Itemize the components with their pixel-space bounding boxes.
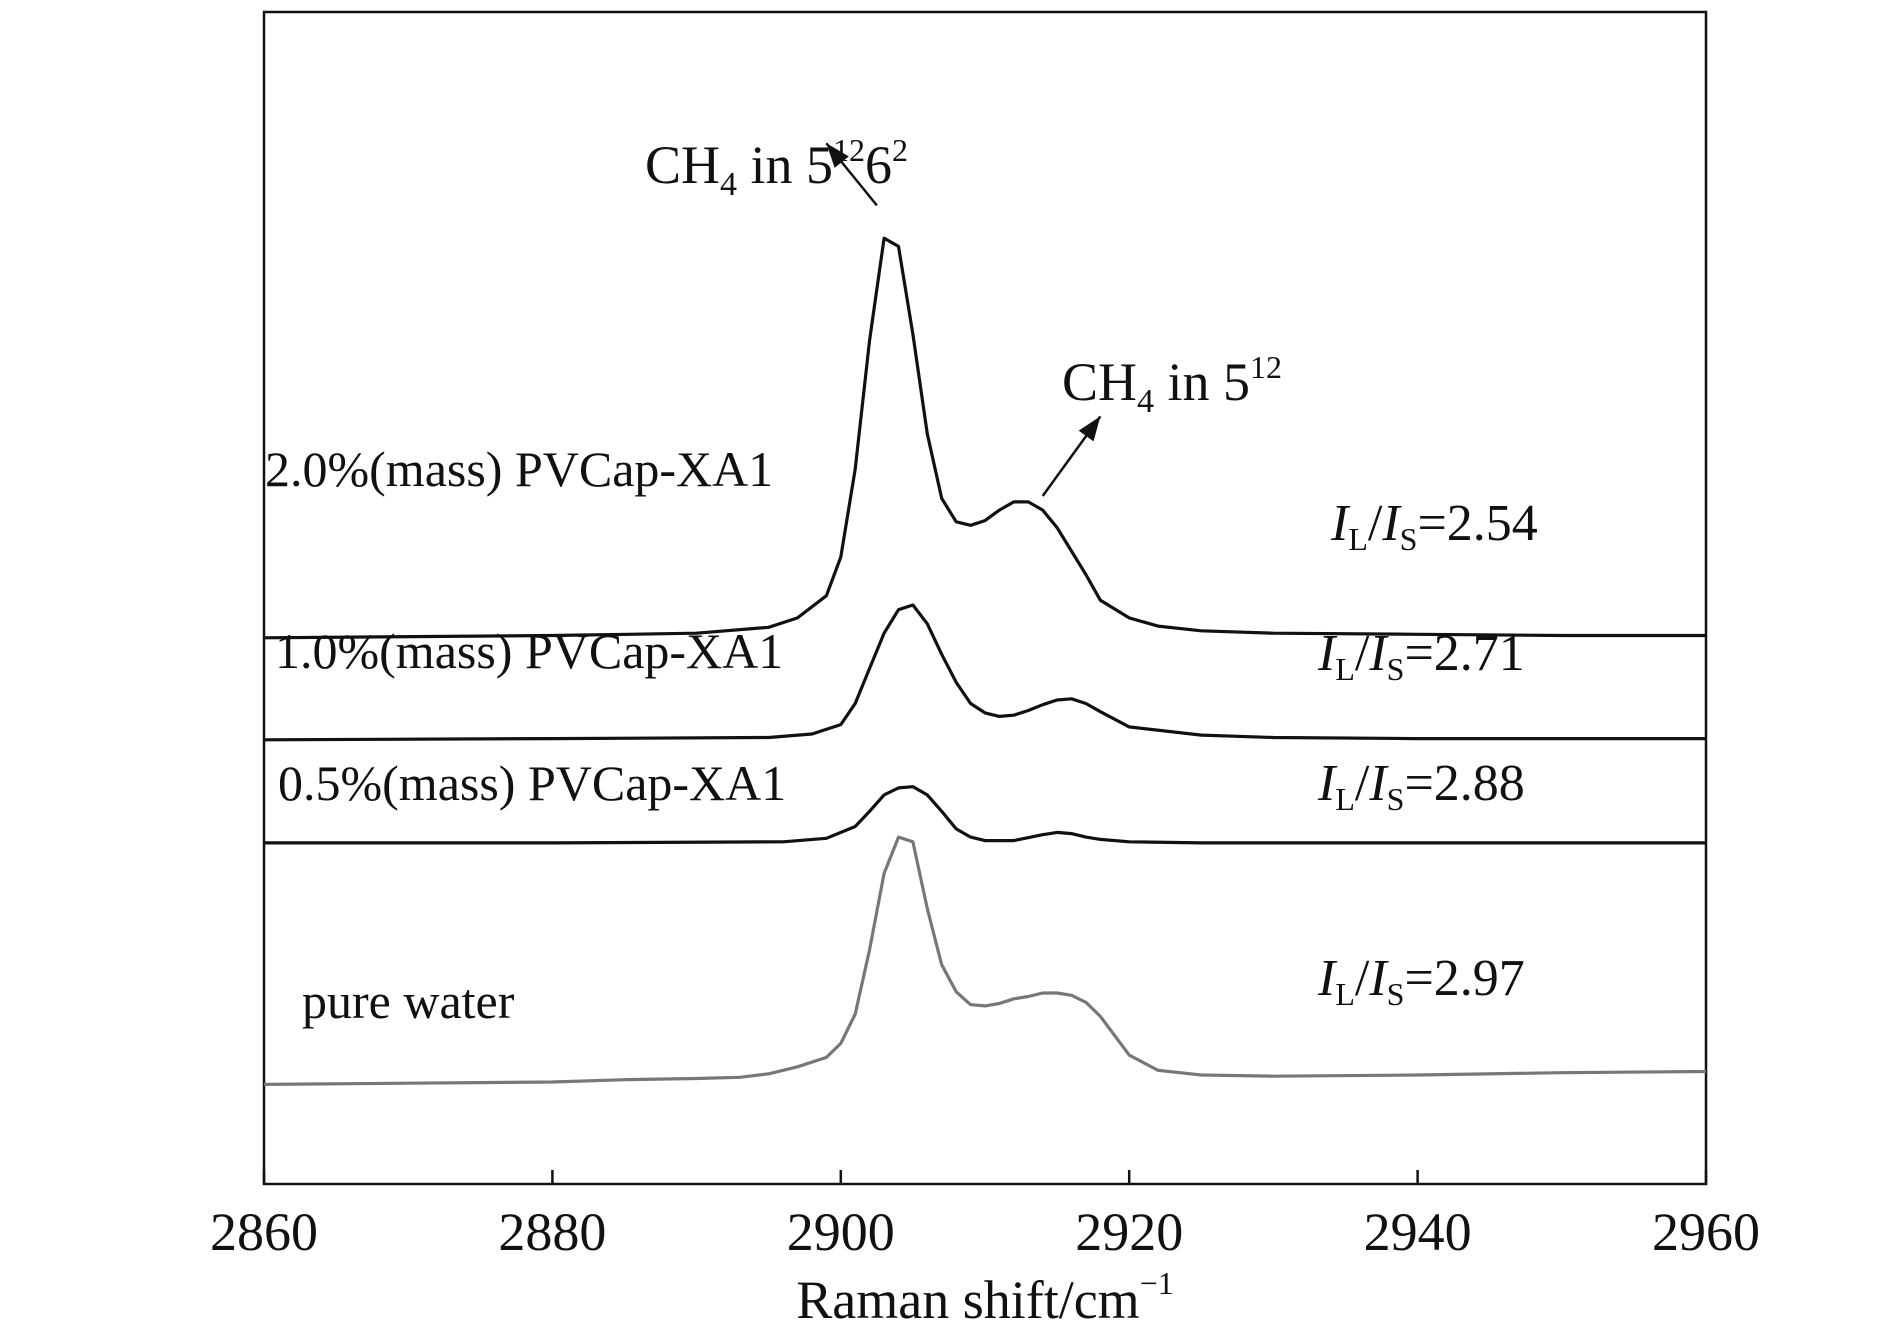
- series-line-2: [263, 603, 1706, 742]
- plot-frame: [262, 10, 1708, 1186]
- series-line-1: [263, 236, 1706, 640]
- annotation-arrow-head: [826, 143, 849, 168]
- ratio-label-2-88: IL/IS=2.88: [1317, 755, 1525, 817]
- annotation-arrow-head: [1078, 416, 1101, 442]
- x-tick-label: 2880: [498, 1202, 606, 1262]
- ratio-label-2-71: IL/IS=2.71: [1317, 625, 1525, 687]
- ratio-label-2-54: IL/IS=2.54: [1330, 495, 1538, 557]
- x-axis-ticks: 2860 2880 2900 2920 2940 2960: [210, 1170, 1760, 1262]
- x-tick-label: 2940: [1364, 1202, 1472, 1262]
- series-curves: [263, 236, 1707, 1086]
- ratio-label-2-97: IL/IS=2.97: [1317, 950, 1525, 1012]
- series-label-pure-water: pure water: [302, 973, 515, 1029]
- x-tick-label: 2920: [1075, 1202, 1183, 1262]
- annotation-ch4-large-cage: CH4 in 51262: [645, 132, 908, 203]
- series-label-2-0-mass: 2.0%(mass) PVCap-XA1: [265, 441, 773, 497]
- x-tick-label: 2860: [210, 1202, 318, 1262]
- x-tick-label: 2900: [787, 1202, 895, 1262]
- series-label-0-5-mass: 0.5%(mass) PVCap-XA1: [278, 755, 786, 811]
- annotation-ch4-small-cage: CH4 in 512: [1062, 349, 1282, 420]
- x-axis-title: Raman shift/cm−1: [796, 1265, 1173, 1330]
- series-line-4: [263, 835, 1707, 1086]
- series-label-1-0-mass: 1.0%(mass) PVCap-XA1: [275, 623, 783, 679]
- x-tick-label: 2960: [1652, 1202, 1760, 1262]
- annotation-arrows: [825, 142, 1102, 497]
- series-line-3: [264, 785, 1706, 845]
